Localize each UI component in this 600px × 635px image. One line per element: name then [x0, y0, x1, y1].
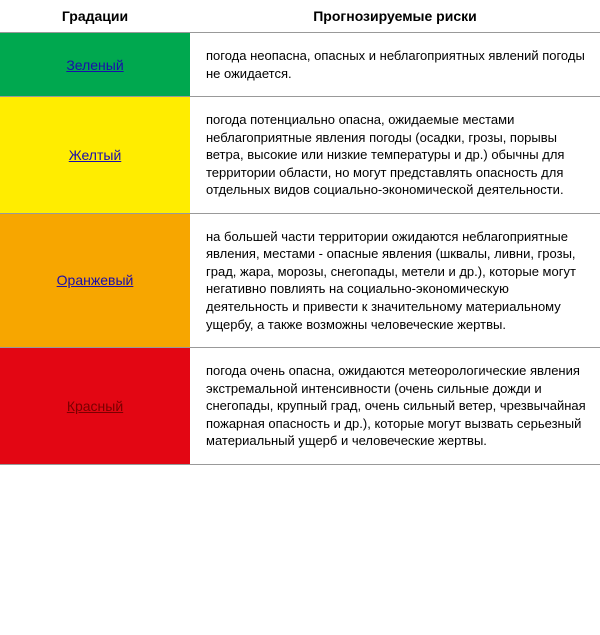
header-risks: Прогнозируемые риски: [190, 0, 600, 33]
table-row: Желтый погода потенциально опасна, ожида…: [0, 97, 600, 214]
table-row: Зеленый погода неопасна, опасных и небла…: [0, 33, 600, 97]
gradation-cell-red: Красный: [0, 348, 190, 465]
table-body: Зеленый погода неопасна, опасных и небла…: [0, 33, 600, 465]
header-gradations: Градации: [0, 0, 190, 33]
gradation-label[interactable]: Зеленый: [66, 57, 123, 73]
table-header: Градации Прогнозируемые риски: [0, 0, 600, 33]
gradation-cell-green: Зеленый: [0, 33, 190, 97]
risk-cell: погода неопасна, опасных и неблагоприятн…: [190, 33, 600, 97]
risk-cell: погода потенциально опасна, ожидаемые ме…: [190, 97, 600, 214]
gradation-label[interactable]: Оранжевый: [57, 272, 134, 288]
gradation-cell-yellow: Желтый: [0, 97, 190, 214]
risk-cell: погода очень опасна, ожидаются метеороло…: [190, 348, 600, 465]
gradation-label[interactable]: Красный: [67, 398, 123, 414]
risk-gradation-table: Градации Прогнозируемые риски Зеленый по…: [0, 0, 600, 465]
gradation-label[interactable]: Желтый: [69, 147, 122, 163]
risk-cell: на большей части территории ожидаются не…: [190, 213, 600, 347]
gradation-cell-orange: Оранжевый: [0, 213, 190, 347]
table-row: Оранжевый на большей части территории ож…: [0, 213, 600, 347]
table-row: Красный погода очень опасна, ожидаются м…: [0, 348, 600, 465]
